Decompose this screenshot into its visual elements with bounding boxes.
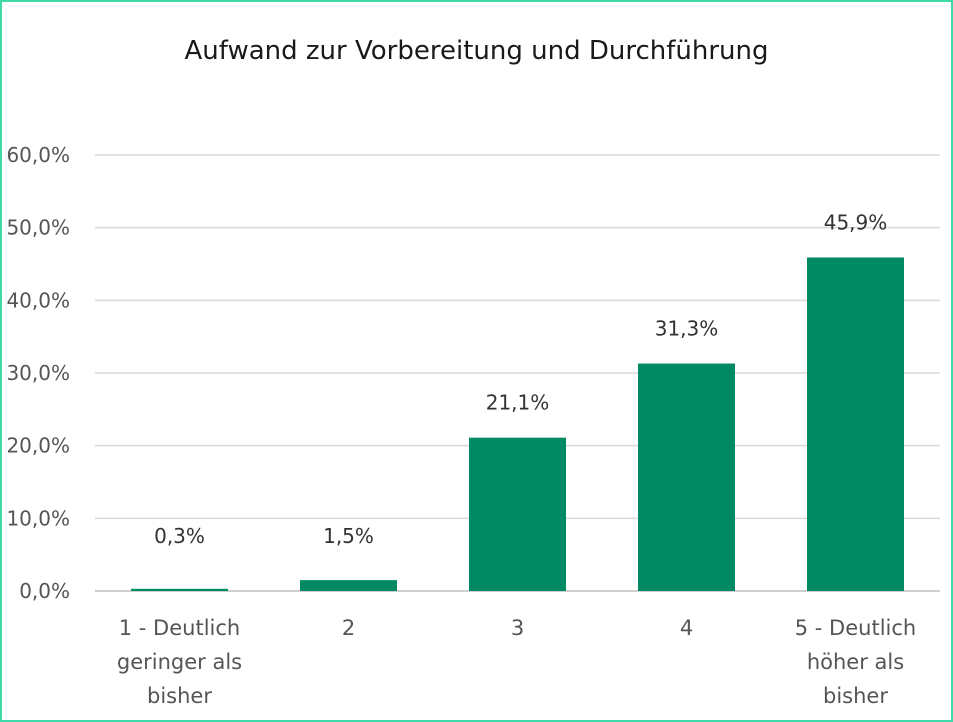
x-tick-label: bisher [823, 684, 888, 708]
x-tick-label: bisher [147, 684, 212, 708]
x-tick-label: geringer als [117, 650, 242, 674]
y-tick-label: 30,0% [6, 361, 70, 385]
data-label: 1,5% [323, 524, 374, 548]
bar [638, 363, 735, 591]
y-tick-label: 10,0% [6, 506, 70, 530]
x-tick-label: 1 - Deutlich [119, 616, 240, 640]
x-tick-label: höher als [807, 650, 904, 674]
bar [807, 257, 904, 591]
bar [131, 588, 228, 591]
y-tick-label: 60,0% [6, 143, 70, 167]
x-tick-label: 5 - Deutlich [795, 616, 916, 640]
y-tick-label: 0,0% [19, 579, 70, 603]
data-label: 0,3% [154, 524, 205, 548]
data-label: 21,1% [486, 391, 550, 415]
x-tick-label: 3 [511, 616, 524, 640]
y-tick-label: 50,0% [6, 216, 70, 240]
data-label: 45,9% [824, 210, 888, 234]
y-tick-label: 20,0% [6, 434, 70, 458]
x-tick-label: 4 [680, 616, 693, 640]
x-tick-label: 2 [342, 616, 355, 640]
data-label: 31,3% [655, 317, 719, 341]
bar [469, 437, 566, 591]
bar [300, 580, 397, 591]
chart-title: Aufwand zur Vorbereitung und Durchführun… [184, 36, 769, 66]
y-tick-label: 40,0% [6, 288, 70, 312]
